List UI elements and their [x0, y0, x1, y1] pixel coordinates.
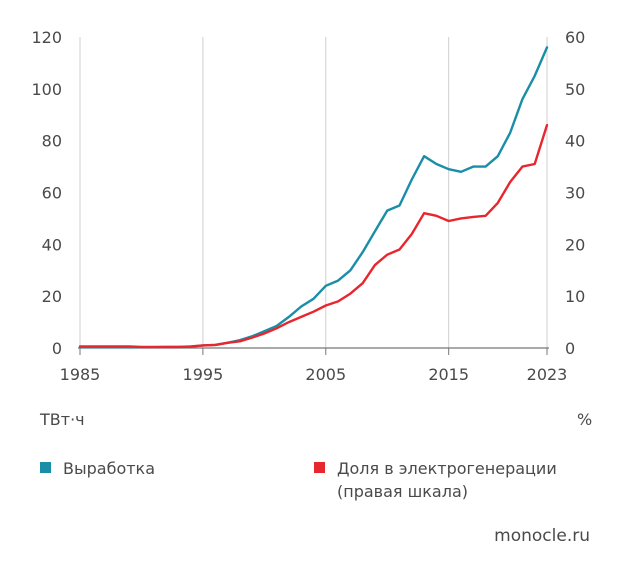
legend-item-share: Доля в электрогенерации (правая шкала): [314, 458, 604, 508]
right-y-tick-label: 0: [565, 339, 575, 358]
source-label: monocle.ru: [494, 526, 590, 546]
left-y-tick-label: 80: [42, 132, 62, 151]
x-tick-label: 2015: [428, 365, 469, 384]
legend-swatch-output: [40, 462, 51, 473]
grid-lines: [78, 37, 549, 349]
left-y-tick-label: 20: [42, 287, 62, 306]
x-tick-label: 2023: [527, 365, 568, 384]
series-line-share: [78, 123, 549, 349]
series-lines: [78, 46, 549, 349]
right-y-tick-label: 10: [565, 287, 585, 306]
right-y-tick-label: 30: [565, 184, 585, 203]
x-tick-label: 1995: [183, 365, 224, 384]
legend-label-share: Доля в электрогенерации: [337, 459, 557, 478]
x-tick-label: 1985: [60, 365, 101, 384]
right-axis-unit-label: %: [577, 410, 593, 429]
left-axis-unit-label: ТВт·ч: [40, 410, 85, 429]
left-y-tick-label: 60: [42, 184, 62, 203]
legend-item-output: Выработка: [40, 458, 280, 488]
line-chart: 1985 1995 2005 2015 2023 0 20 40 60 80 100 120 0 10 20…: [31, 28, 585, 384]
right-y-tick-label: 20: [565, 235, 585, 254]
right-y-tick-label: 50: [565, 80, 585, 99]
left-y-tick-label: 100: [31, 80, 62, 99]
series-line-output: [78, 46, 549, 349]
legend-label-output: Выработка: [63, 459, 156, 478]
right-y-tick-label: 60: [565, 28, 585, 47]
x-tick-label: 2005: [305, 365, 346, 384]
legend-swatch-share: [314, 462, 325, 473]
right-y-tick-label: 40: [565, 132, 585, 151]
legend-label-share-note: (правая шкала): [337, 482, 468, 501]
left-y-tick-label: 120: [31, 28, 62, 47]
left-y-tick-label: 0: [52, 339, 62, 358]
axis-ticks: 1985 1995 2005 2015 2023 0 20 40 60 80 100 120 0 10 20…: [31, 28, 585, 384]
left-y-tick-label: 40: [42, 235, 62, 254]
